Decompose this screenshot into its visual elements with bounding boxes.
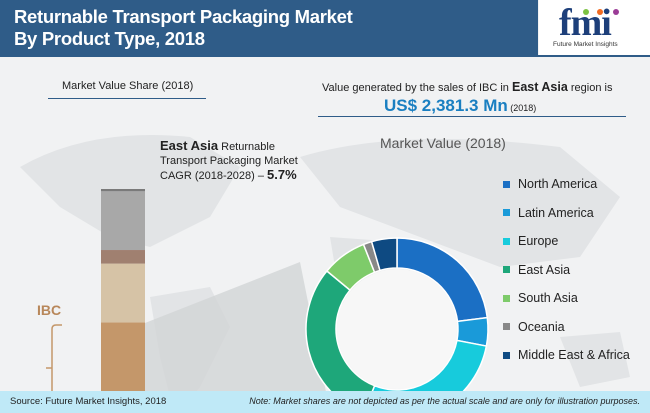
market-value-share-heading: Market Value Share (2018) [62,80,194,92]
donut-hole [337,269,457,389]
stacked-bar [101,189,145,391]
bar-segment-1 [101,263,145,323]
legend-label: East Asia [518,262,571,277]
value-generated-text: Value generated by the sales of IBC in E… [322,80,613,94]
legend-swatch [503,237,510,245]
logo-mark: fmi [559,2,612,44]
legend-item: Europe [503,227,630,256]
legend-swatch [503,351,510,359]
legend: North America Latin America Europe East Asi… [503,170,630,370]
legend-label: Europe [518,234,559,249]
bar-segment-ibc [101,322,145,391]
zoom-wedge [145,262,326,391]
legend-swatch [503,294,510,302]
legend-label: Oceania [518,319,565,334]
header: Returnable Transport Packaging Market By… [0,0,538,55]
title-line-1: Returnable Transport Packaging Market [14,6,353,27]
logo-subtitle: Future Market Insights [553,41,618,48]
value-amount: US$ 2,381.3 Mn (2018) [384,96,537,115]
legend-swatch [503,180,510,188]
ibc-bracket [51,324,62,391]
note-text: Note: Market shares are not depicted as … [249,396,640,406]
chart-title: Market Value (2018) [380,135,506,151]
donut-chart [305,237,489,391]
source-text: Source: Future Market Insights, 2018 [10,396,167,407]
legend-swatch [503,323,510,331]
fmi-logo: fmi Future Market Insights [539,0,650,55]
legend-label: Middle East & Africa [518,348,630,363]
footer: Source: Future Market Insights, 2018 Not… [0,391,650,413]
bar-segment-3 [101,191,145,251]
legend-item: Middle East & Africa [503,341,630,370]
legend-item: East Asia [503,256,630,285]
bar-segment-4 [101,189,145,192]
legend-label: South Asia [518,291,578,306]
underline [318,116,626,117]
legend-swatch [503,209,510,217]
title-line-2: By Product Type, 2018 [14,28,205,49]
underline [48,98,206,99]
page-title: Returnable Transport Packaging Market By… [14,6,353,50]
legend-label: Latin America [518,205,594,220]
legend-swatch [503,266,510,274]
bar-segment-2 [101,250,145,264]
donut-slice-europe [371,339,488,391]
legend-item: Latin America [503,199,630,228]
divider [0,55,650,57]
legend-item: South Asia [503,284,630,313]
donut-slice-middle-east-africa [370,237,398,272]
world-map-background [20,135,630,391]
cagr-callout: East Asia Returnable Transport Packaging… [160,138,298,183]
ibc-label: IBC [37,302,62,318]
legend-label: North America [518,177,598,192]
legend-item: Oceania [503,313,630,342]
legend-item: North America [503,170,630,199]
